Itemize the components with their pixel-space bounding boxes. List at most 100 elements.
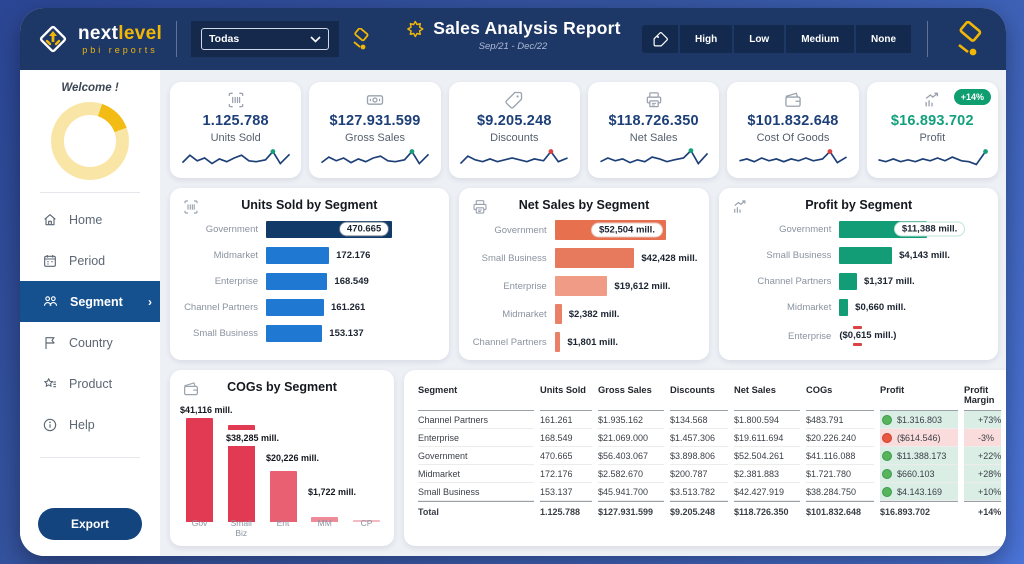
- kpi-value: 1.125.788: [202, 113, 269, 129]
- wallet-icon: [727, 90, 858, 110]
- cogs-by-segment-chart: COGs by Segment $41,116 mill. $38,285 mi…: [170, 370, 394, 546]
- kpi-value: $16.893.702: [890, 113, 974, 129]
- cogs-x-axis: Gov Small Biz Ent MM CP: [191, 518, 373, 538]
- divider: [40, 192, 140, 193]
- chart-title: Profit by Segment: [805, 198, 913, 212]
- units-sold-by-segment-chart: Units Sold by Segment Government 470.665…: [170, 188, 449, 360]
- sparkline: [739, 149, 847, 164]
- profit-status-icon: [882, 468, 892, 479]
- tag-icon: [449, 90, 580, 110]
- page-title: Sales Analysis Report: [433, 18, 621, 38]
- bar-small-business[interactable]: [839, 246, 893, 264]
- eraser-icon[interactable]: [349, 28, 373, 50]
- app-frame: nextlevel pbi reports Todas Sales Analys…: [20, 8, 1006, 556]
- table-total-row: Total: [418, 501, 534, 522]
- main-content: 1.125.788 Units Sold $127.931.599 Gross …: [160, 70, 1006, 556]
- segment-people-icon: [43, 296, 58, 306]
- bar-row: Enterprise 168.549: [182, 272, 437, 290]
- logo: nextlevel pbi reports: [36, 22, 162, 56]
- sidebar-item-help[interactable]: Help: [20, 404, 160, 445]
- priority-button-high[interactable]: High: [680, 25, 733, 53]
- bar-small-business[interactable]: [266, 324, 323, 342]
- sidebar-item-segment[interactable]: Segment ›: [20, 281, 160, 322]
- segment-summary-table: Segment Units Sold Gross Sales Discounts…: [404, 370, 1006, 546]
- sidebar-item-country[interactable]: Country: [20, 322, 160, 363]
- data-label: $20,226 mill.: [262, 452, 324, 464]
- bar-row: Small Business 153.137: [182, 324, 437, 342]
- kpi-card-net-sales: $118.726.350 Net Sales: [587, 82, 720, 178]
- sparkline: [599, 148, 708, 165]
- filter-panel: Todas: [191, 21, 340, 57]
- bar-enterprise[interactable]: [266, 272, 328, 290]
- trend-up-icon: [731, 198, 749, 221]
- kpi-value: $9.205.248: [477, 113, 552, 129]
- sidebar-item-product[interactable]: Product: [20, 363, 160, 404]
- chart-title: Units Sold by Segment: [241, 198, 378, 212]
- bar-government[interactable]: 470.665: [266, 220, 393, 238]
- kpi-card-discounts: $9.205.248 Discounts: [448, 82, 580, 178]
- receipt-icon: [588, 90, 719, 110]
- bar-row: Government $11,388 mill.: [731, 220, 986, 238]
- column-gov[interactable]: [186, 418, 213, 522]
- barcode-icon: [170, 90, 301, 110]
- bar-government[interactable]: $52,504 mill.: [554, 220, 666, 240]
- divider: [40, 457, 140, 458]
- table-row[interactable]: Enterprise: [418, 429, 534, 447]
- bar-midmarket[interactable]: [839, 298, 849, 316]
- bar-row: Midmarket $0,660 mill.: [731, 298, 986, 316]
- bar-row: Small Business $42,428 mill.: [471, 248, 697, 268]
- chevron-down-icon: [310, 35, 321, 43]
- column-mm[interactable]: [311, 516, 339, 522]
- profit-change-badge: +14%: [953, 89, 991, 105]
- kpi-card-profit: +14% $16.893.702 Profit: [866, 82, 998, 178]
- export-button[interactable]: Export: [38, 508, 142, 540]
- net-sales-by-segment-chart: Net Sales by Segment Government $52,504 …: [458, 188, 710, 360]
- priority-button-medium[interactable]: Medium: [786, 25, 854, 53]
- bar-row: Channel Partners $1,317 mill.: [731, 272, 986, 290]
- welcome-text: Welcome !: [61, 82, 119, 94]
- column-ent[interactable]: [269, 471, 297, 522]
- table-row[interactable]: Government: [418, 447, 534, 465]
- bar-channel-partners[interactable]: [266, 298, 324, 316]
- home-icon: [44, 213, 56, 225]
- bar-midmarket[interactable]: [266, 246, 330, 264]
- wallet-icon: [182, 380, 200, 403]
- bottom-row: COGs by Segment $41,116 mill. $38,285 mi…: [170, 370, 1006, 546]
- tag-filter-button[interactable]: [642, 25, 678, 53]
- kpi-card-units-sold: 1.125.788 Units Sold: [170, 82, 302, 178]
- kpi-value: $127.931.599: [329, 113, 421, 129]
- bar-enterprise[interactable]: [554, 276, 608, 296]
- bar-row: Enterprise $19,612 mill.: [471, 276, 698, 296]
- bar-government[interactable]: $11,388 mill.: [839, 220, 966, 238]
- bar-row: Channel Partners 161.261: [182, 298, 437, 316]
- kpi-row: 1.125.788 Units Sold $127.931.599 Gross …: [170, 82, 998, 178]
- kpi-card-gross-sales: $127.931.599 Gross Sales: [309, 82, 441, 178]
- column-cp[interactable]: [353, 520, 380, 522]
- priority-button-none[interactable]: None: [856, 25, 911, 53]
- bar-channel-partners[interactable]: [554, 332, 561, 352]
- table-row[interactable]: Small Business: [418, 483, 534, 501]
- profit-status-icon: [882, 432, 892, 443]
- profit-by-segment-chart: Profit by Segment Government $11,388 mil…: [719, 188, 998, 360]
- kpi-label: Cost Of Goods: [756, 132, 830, 144]
- filter-dropdown-value: Todas: [209, 33, 240, 45]
- bar-enterprise-negative[interactable]: ($0,615 mill.): [839, 326, 896, 346]
- barcode-icon: [182, 198, 200, 221]
- tag-icon: [653, 31, 668, 46]
- info-icon: [43, 418, 57, 431]
- bar-small-business[interactable]: [554, 248, 635, 268]
- calendar-icon: [44, 254, 56, 267]
- filter-dropdown[interactable]: Todas: [201, 28, 330, 50]
- kpi-label: Discounts: [490, 132, 539, 144]
- sidebar-item-home[interactable]: Home: [20, 199, 160, 240]
- table-row[interactable]: Midmarket: [418, 465, 534, 483]
- bar-midmarket[interactable]: [554, 304, 562, 324]
- bar-channel-partners[interactable]: [839, 272, 857, 290]
- kpi-label: Units Sold: [210, 132, 261, 144]
- table-row[interactable]: Channel Partners: [418, 411, 534, 429]
- divider: [176, 21, 178, 57]
- clear-filters-eraser-icon[interactable]: [950, 21, 990, 57]
- priority-button-low[interactable]: Low: [734, 25, 785, 53]
- logo-icon: [39, 25, 67, 53]
- sidebar-item-period[interactable]: Period: [20, 240, 160, 281]
